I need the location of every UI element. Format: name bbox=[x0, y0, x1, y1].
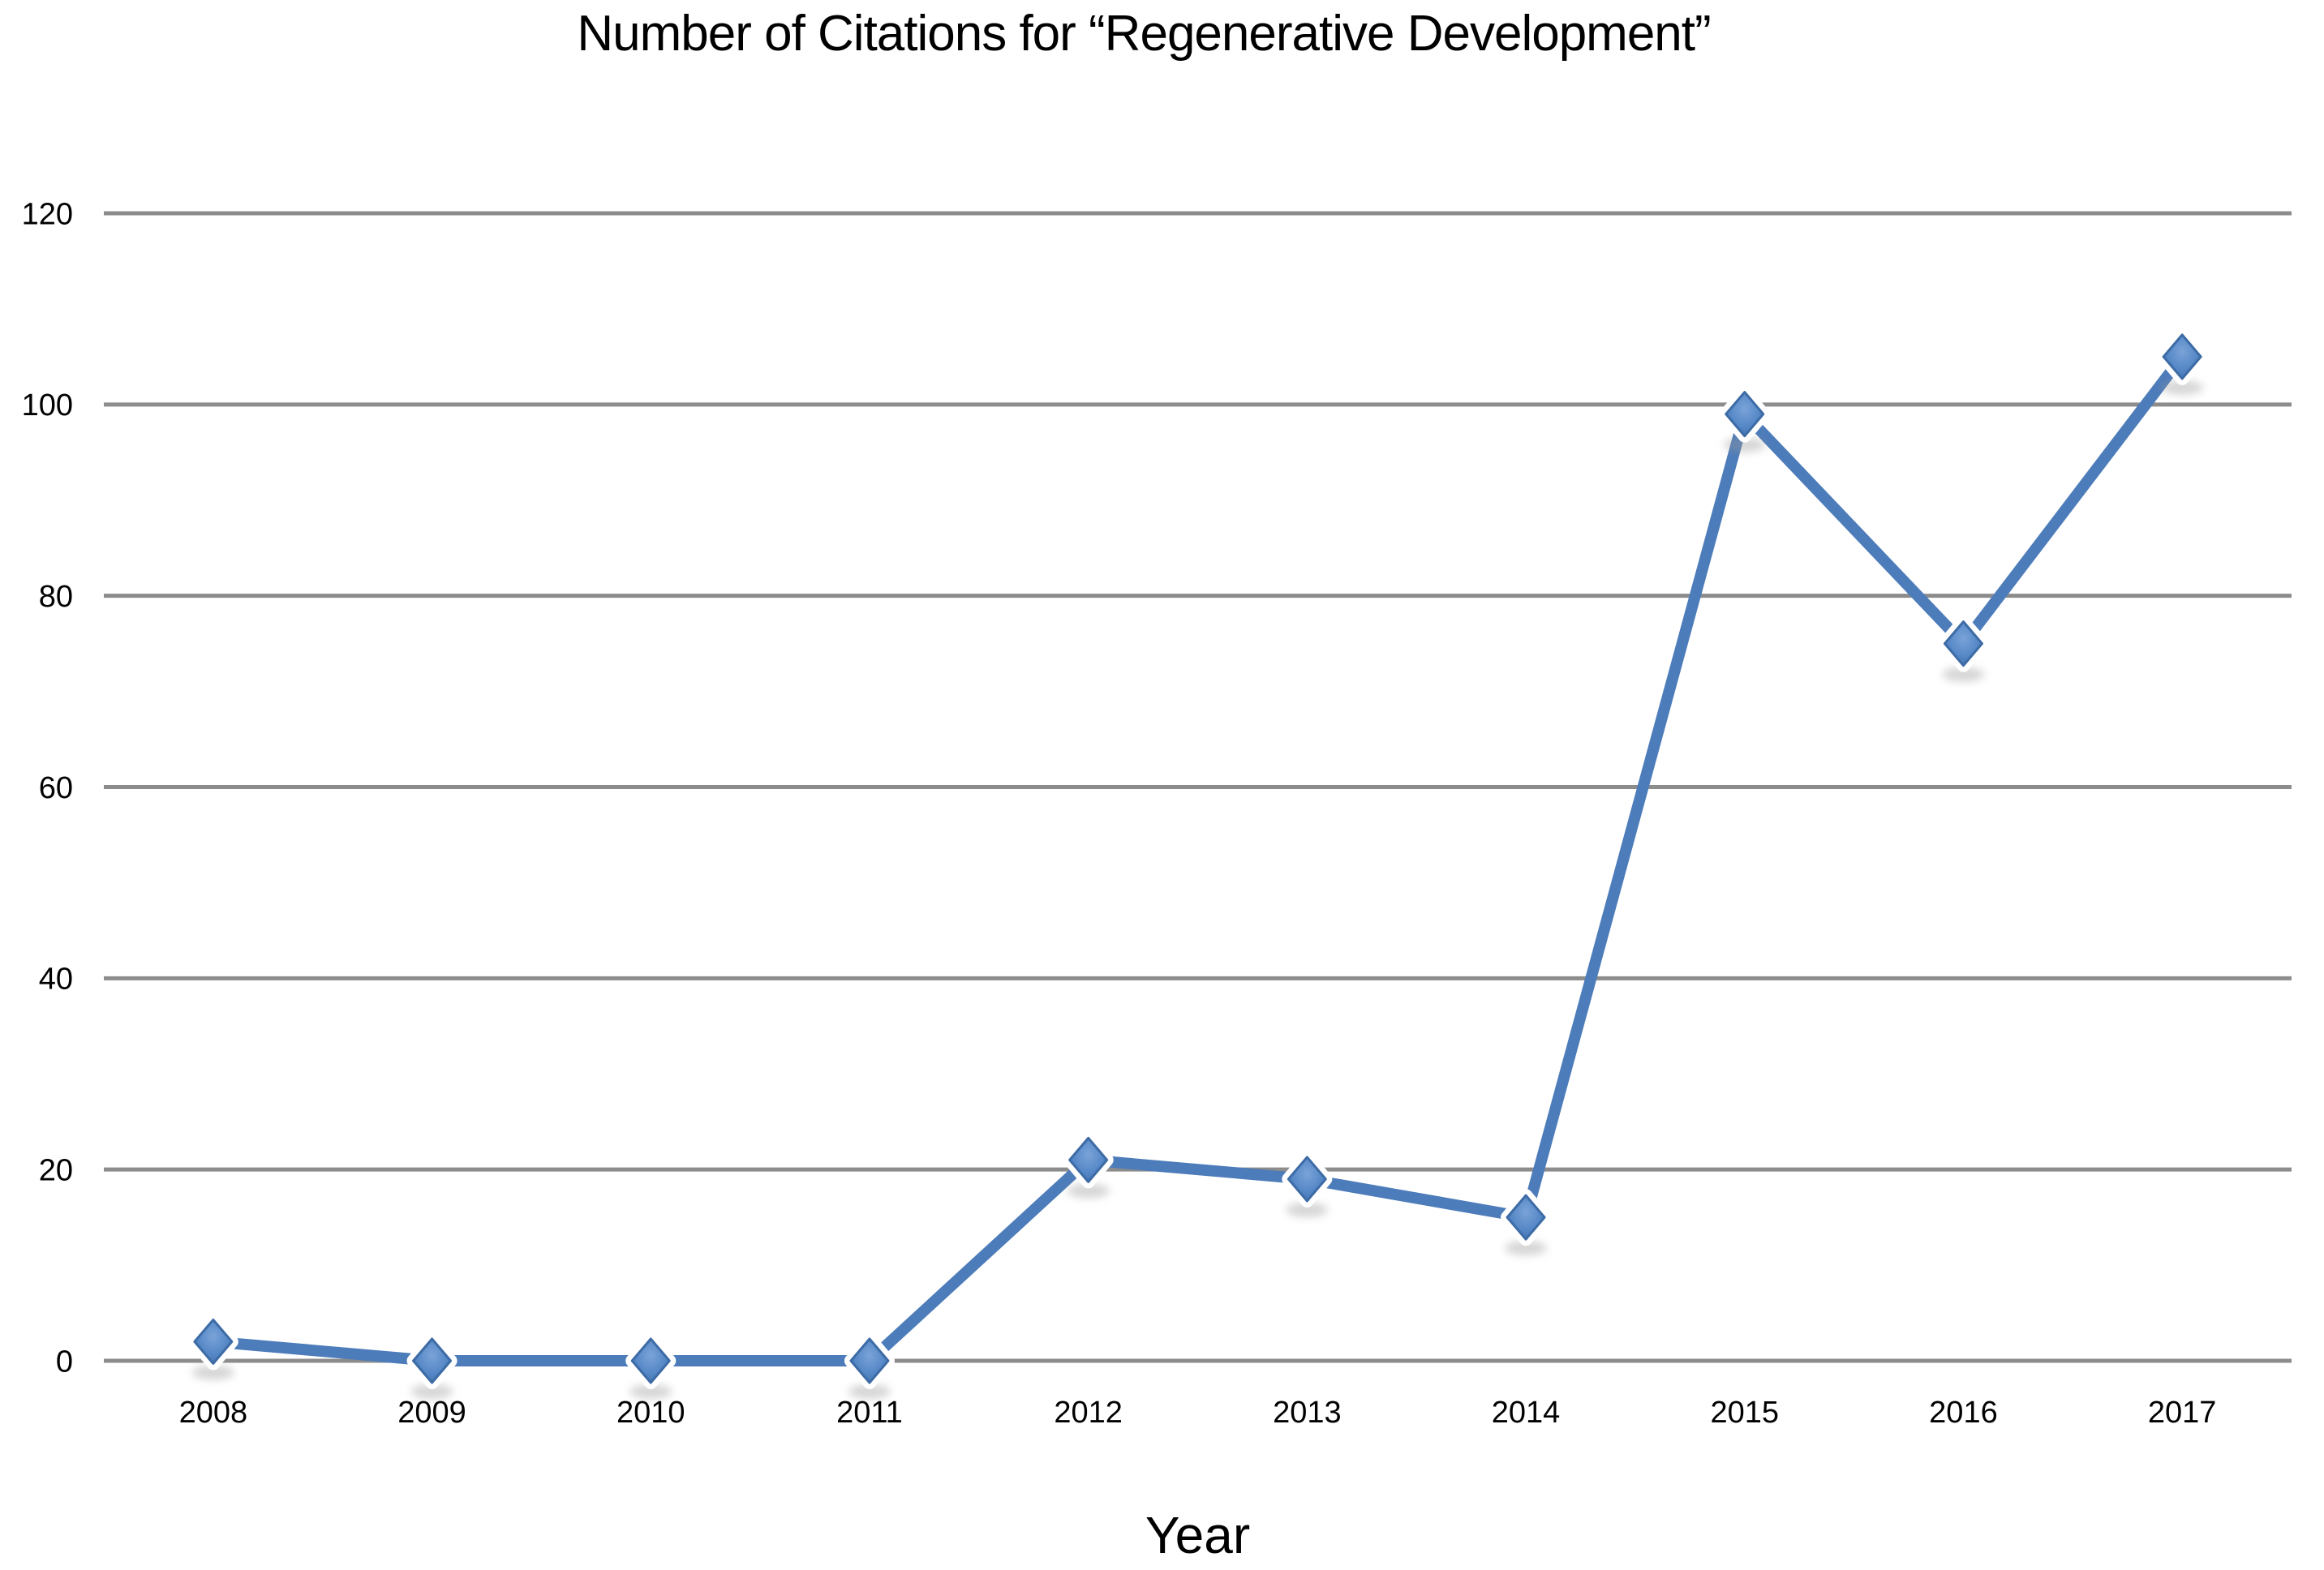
x-axis-tick-label: 2011 bbox=[836, 1396, 903, 1430]
chart-title: Number of Citations for “Regenerative De… bbox=[577, 6, 1711, 62]
marker-shadow bbox=[629, 1384, 672, 1399]
data-point-marker bbox=[1068, 1136, 1109, 1183]
y-axis-tick-label: 100 bbox=[22, 388, 73, 423]
x-axis-tick-label: 2008 bbox=[179, 1396, 248, 1430]
marker-shadow bbox=[1723, 437, 1766, 453]
data-point-marker bbox=[193, 1318, 234, 1365]
y-axis-tick-label: 60 bbox=[39, 771, 73, 805]
data-point-marker bbox=[1943, 620, 1983, 667]
marker-shadow bbox=[1067, 1183, 1110, 1199]
x-axis-title: Year bbox=[1145, 1506, 1251, 1564]
data-point-marker bbox=[849, 1337, 890, 1384]
marker-shadow bbox=[1505, 1241, 1548, 1256]
marker-shadow bbox=[1286, 1202, 1329, 1217]
marker-shadow bbox=[410, 1384, 453, 1399]
data-point-marker bbox=[630, 1337, 671, 1384]
y-axis-tick-label: 20 bbox=[39, 1153, 73, 1187]
x-axis-tick-label: 2017 bbox=[2148, 1396, 2217, 1430]
x-axis-tick-label: 2013 bbox=[1273, 1396, 1342, 1430]
marker-shadow bbox=[1942, 667, 1985, 682]
data-point-marker bbox=[1725, 391, 1765, 438]
y-axis-tick-label: 120 bbox=[22, 197, 73, 231]
y-axis-tick-label: 80 bbox=[39, 580, 73, 614]
x-axis-tick-label: 2010 bbox=[616, 1396, 685, 1430]
x-axis-tick-label: 2012 bbox=[1054, 1396, 1123, 1430]
x-axis-tick-label: 2014 bbox=[1492, 1396, 1561, 1430]
line-series bbox=[213, 353, 2187, 1366]
data-point-marker bbox=[1506, 1194, 1546, 1241]
x-axis-tick-label: 2016 bbox=[1929, 1396, 1998, 1430]
marker-shadow bbox=[2161, 380, 2204, 395]
y-axis-tick-label: 0 bbox=[56, 1345, 73, 1379]
y-axis-tick-label: 40 bbox=[39, 963, 73, 997]
marker-shadow bbox=[848, 1384, 891, 1399]
data-point-marker bbox=[2162, 333, 2202, 380]
x-axis-tick-label: 2009 bbox=[397, 1396, 466, 1430]
marker-shadow bbox=[191, 1365, 234, 1380]
data-point-marker bbox=[412, 1337, 453, 1384]
x-axis-tick-label: 2015 bbox=[1710, 1396, 1779, 1430]
data-point-marker bbox=[1287, 1156, 1327, 1203]
